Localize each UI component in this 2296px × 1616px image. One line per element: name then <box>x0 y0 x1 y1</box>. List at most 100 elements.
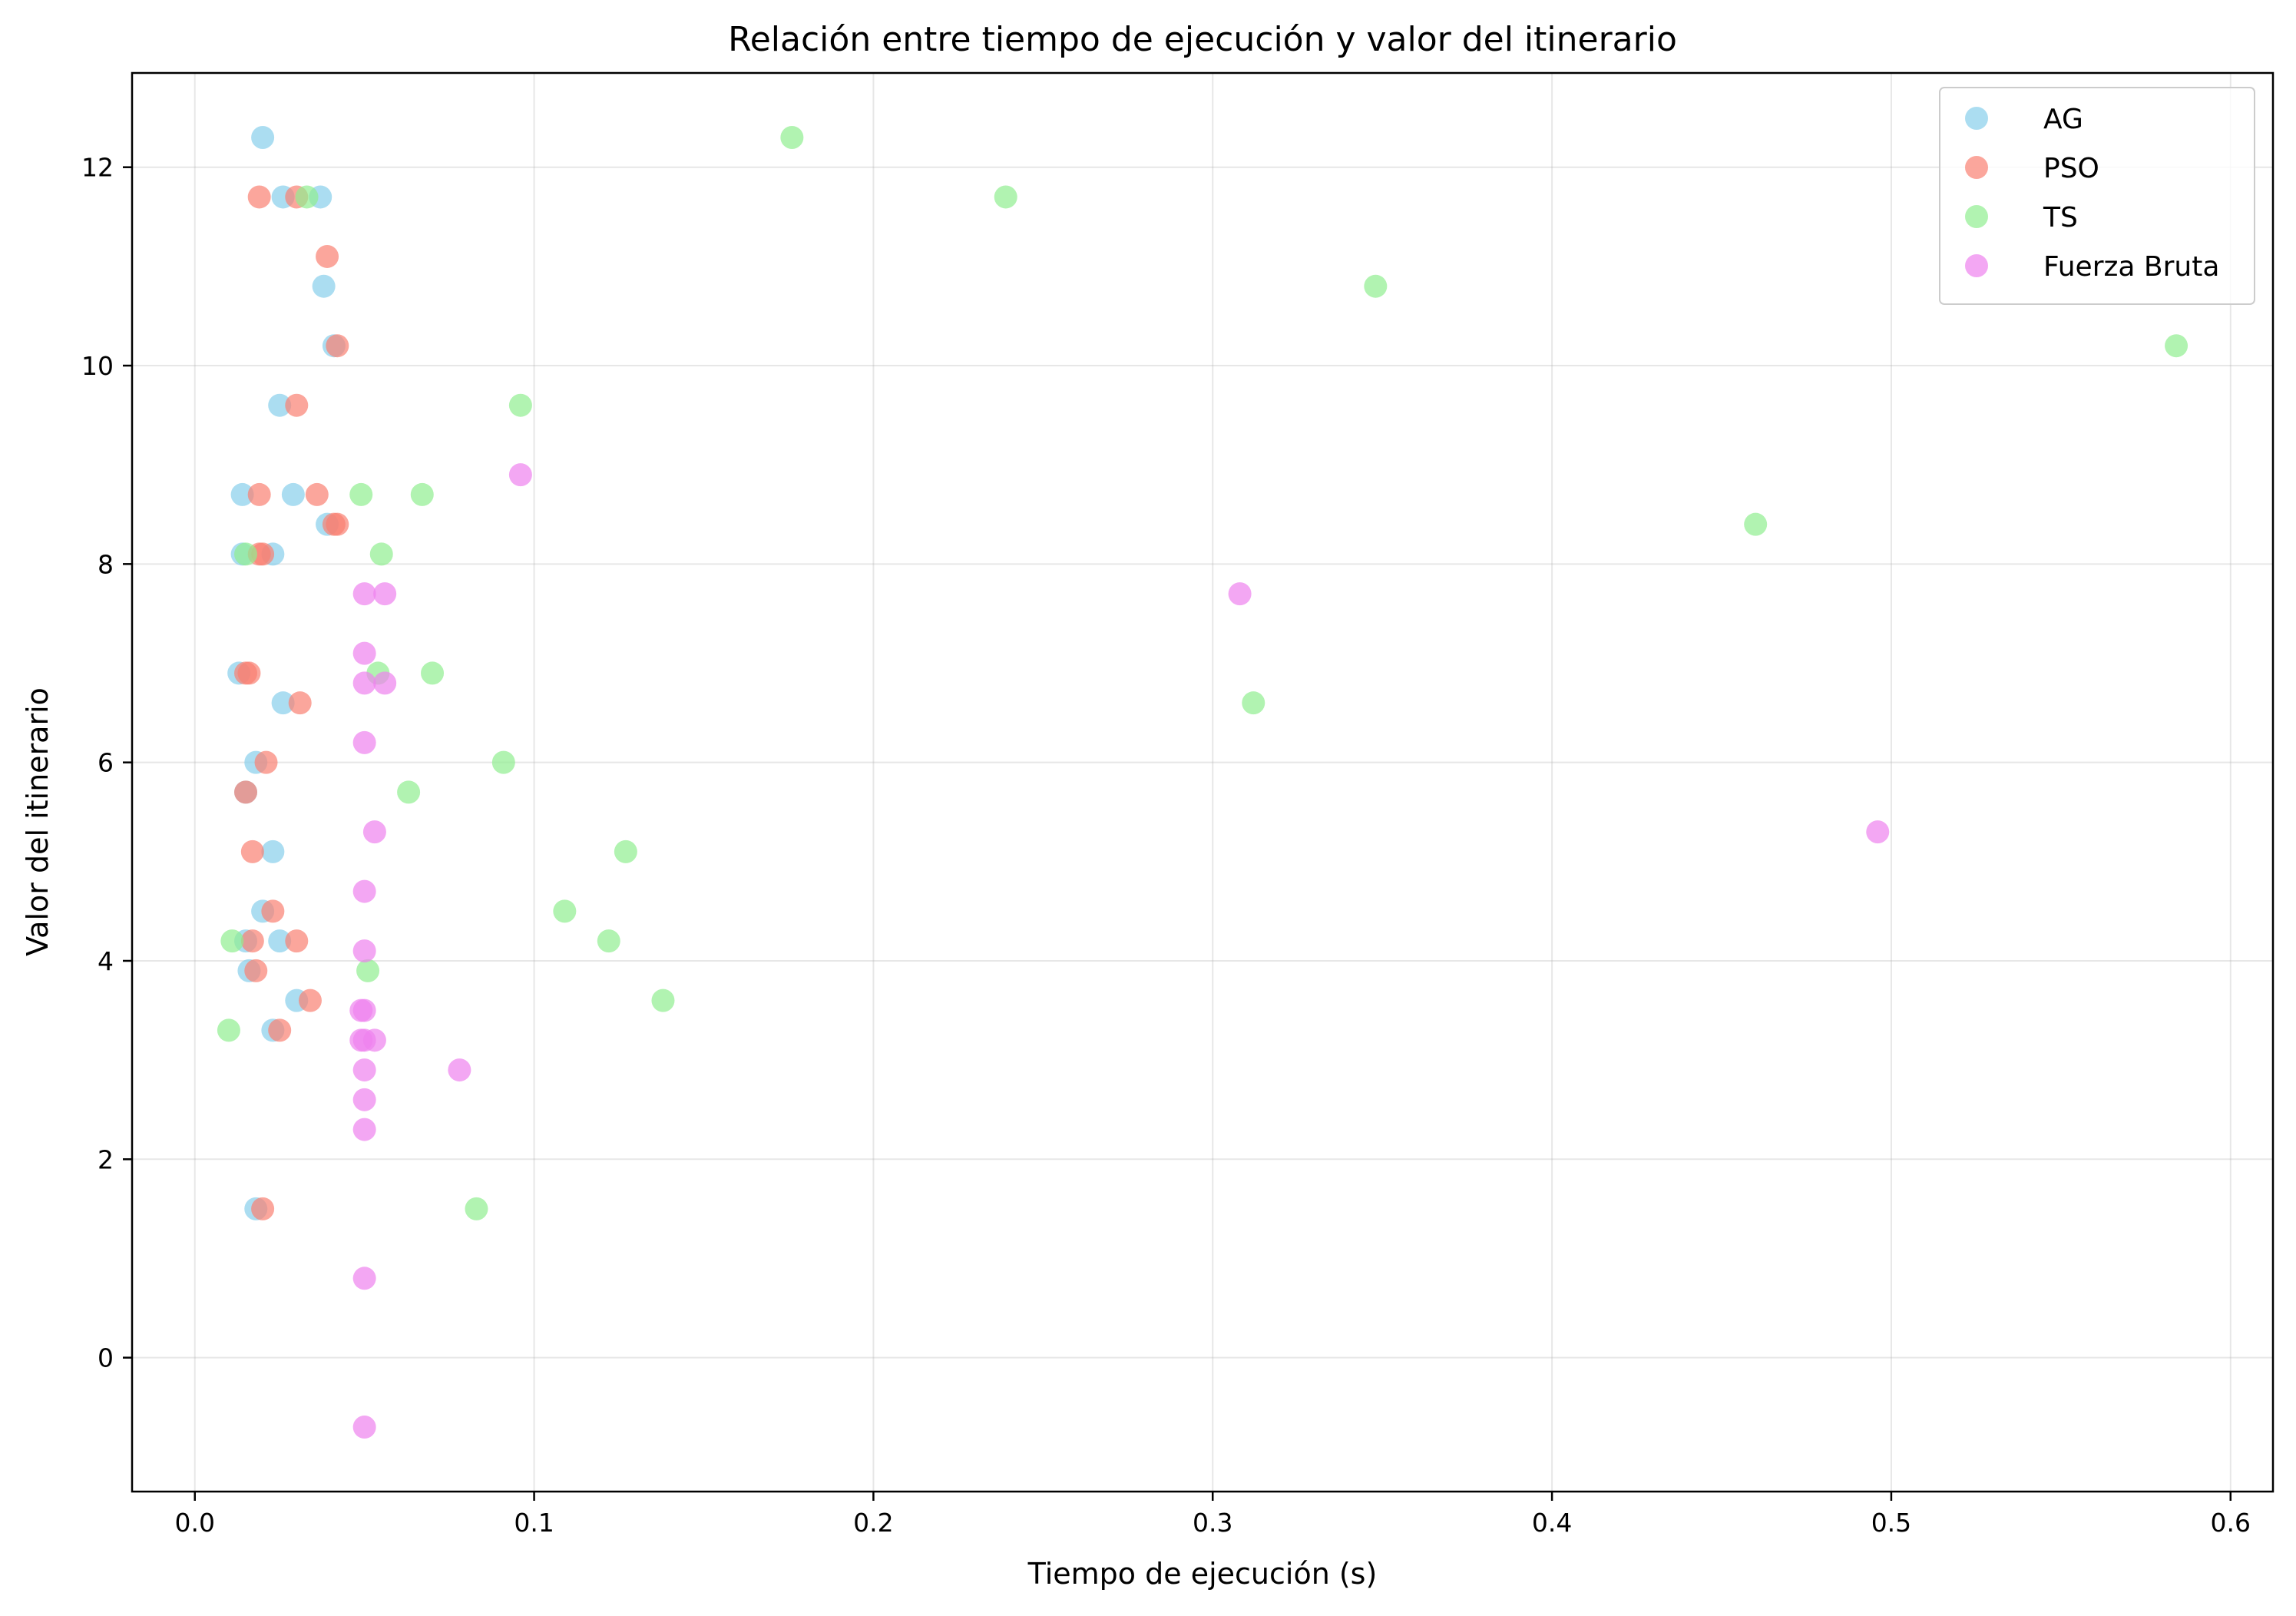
chart-title: Relación entre tiempo de ejecución y val… <box>728 20 1677 59</box>
data-point <box>410 482 434 506</box>
data-point <box>268 1018 292 1042</box>
x-tick-label: 0.4 <box>1532 1508 1572 1538</box>
data-point <box>285 929 309 953</box>
y-tick-label: 10 <box>81 351 114 381</box>
data-point <box>247 185 271 209</box>
data-point <box>508 393 532 417</box>
data-point <box>2165 334 2188 358</box>
data-point <box>352 641 376 665</box>
data-point <box>288 691 312 715</box>
data-point <box>780 125 804 149</box>
data-point <box>234 542 258 566</box>
data-point <box>298 988 322 1012</box>
y-tick-label: 4 <box>98 946 114 976</box>
legend-box <box>1939 87 2255 305</box>
data-point <box>553 899 577 923</box>
data-point <box>268 929 292 953</box>
data-point <box>240 929 264 953</box>
grid <box>132 73 2273 1492</box>
data-point <box>247 482 271 506</box>
x-tick-label: 0.6 <box>2211 1508 2251 1538</box>
plot-frame <box>131 71 2274 1493</box>
data-point <box>251 1197 275 1220</box>
legend-marker <box>1965 156 1988 179</box>
series-2 <box>217 125 2188 1220</box>
data-point <box>352 582 376 606</box>
data-point <box>373 671 397 695</box>
data-point <box>352 1118 376 1141</box>
data-point <box>251 542 275 566</box>
data-point <box>352 1416 376 1439</box>
data-point <box>230 482 254 506</box>
data-point <box>994 185 1017 209</box>
data-point <box>349 482 373 506</box>
data-point <box>356 959 380 982</box>
legend-marker <box>1965 205 1988 228</box>
series-3 <box>349 463 1890 1439</box>
data-point <box>1866 820 1890 844</box>
data-point <box>352 879 376 903</box>
legend-marker <box>1965 254 1988 277</box>
data-point <box>220 929 244 953</box>
data-points <box>217 125 2188 1439</box>
data-point <box>305 482 329 506</box>
data-point <box>326 334 349 358</box>
data-point <box>1364 274 1388 298</box>
data-point <box>614 839 637 863</box>
data-point <box>597 929 620 953</box>
data-point <box>349 1028 373 1052</box>
data-point <box>240 839 264 863</box>
data-point <box>352 1088 376 1111</box>
data-point <box>271 691 295 715</box>
legend: AG PSO TS Fuerza Bruta <box>1939 87 2255 305</box>
y-tick-label: 12 <box>81 153 114 183</box>
y-axis-label: Valor del itinerario <box>21 687 55 956</box>
data-point <box>316 244 339 268</box>
data-point <box>295 185 319 209</box>
data-point <box>251 125 275 149</box>
data-point <box>234 780 258 804</box>
y-tick-label: 6 <box>98 748 114 778</box>
data-point <box>373 582 397 606</box>
data-point <box>651 988 675 1012</box>
data-point <box>352 939 376 963</box>
y-tick-label: 0 <box>98 1343 114 1373</box>
data-point <box>352 1267 376 1290</box>
y-tick-label: 8 <box>98 549 114 579</box>
data-point <box>1228 582 1252 606</box>
x-tick-label: 0.2 <box>853 1508 893 1538</box>
data-point <box>237 661 261 685</box>
legend-marker <box>1965 107 1988 130</box>
data-point <box>349 998 373 1022</box>
legend-label: TS <box>2043 202 2078 233</box>
data-point <box>352 730 376 754</box>
legend-label: Fuerza Bruta <box>2043 251 2219 283</box>
data-point <box>369 542 393 566</box>
data-point <box>508 463 532 487</box>
data-point <box>491 750 515 774</box>
data-point <box>362 820 386 844</box>
data-point <box>421 661 445 685</box>
data-point <box>1242 691 1265 715</box>
x-tick-label: 0.3 <box>1193 1508 1232 1538</box>
data-point <box>352 671 376 695</box>
x-axis-ticks: 0.0 0.1 0.2 0.3 0.4 0.5 0.6 <box>174 1492 2251 1538</box>
data-point <box>254 750 278 774</box>
data-point <box>465 1197 488 1220</box>
data-point <box>1744 512 1768 536</box>
data-point <box>281 482 305 506</box>
data-point <box>268 393 292 417</box>
data-point <box>397 780 421 804</box>
data-point <box>261 899 285 923</box>
x-axis-label: Tiempo de ejecución (s) <box>1027 1557 1378 1591</box>
y-axis-ticks: 0 2 4 6 8 10 12 <box>81 153 132 1373</box>
data-point <box>352 1058 376 1082</box>
data-point <box>261 839 285 863</box>
x-tick-label: 0.5 <box>1871 1508 1911 1538</box>
series-1 <box>234 185 349 1220</box>
y-tick-label: 2 <box>98 1144 114 1174</box>
data-point <box>244 959 268 982</box>
legend-label: PSO <box>2043 153 2099 184</box>
